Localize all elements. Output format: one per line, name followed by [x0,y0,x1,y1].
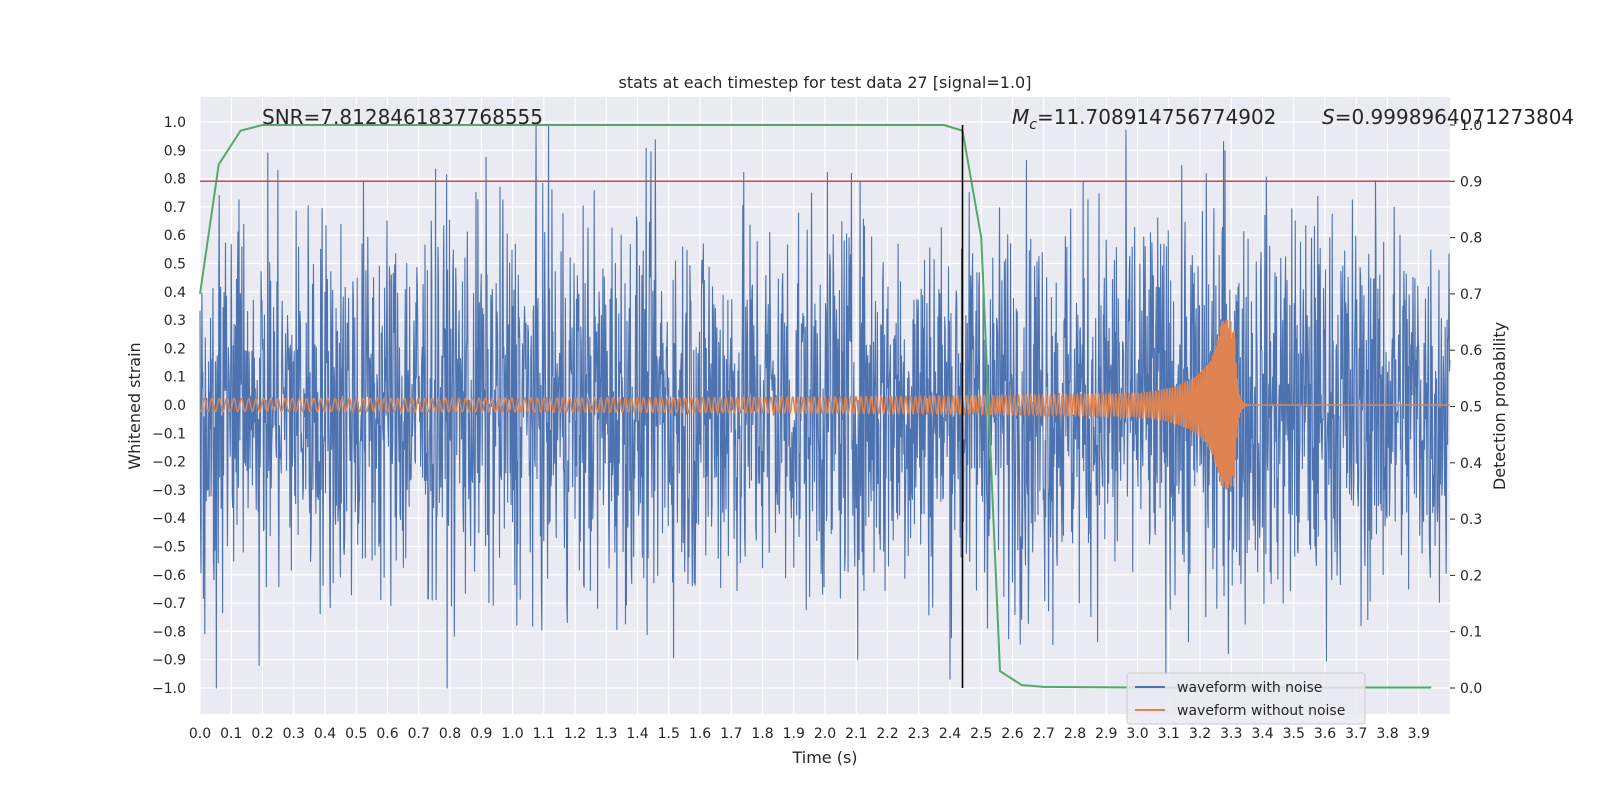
x-tick-label: 1.1 [533,726,555,742]
series-waveform-without-noise [199,320,1450,490]
y-tick-label: −0.7 [152,596,186,612]
overlays [200,125,1450,688]
y2-tick-labels: 0.0 0.1 0.2 0.3 0.4 0.5 0.6 0.7 0.8 0.9 1.0 [1450,118,1482,697]
x-tick-label: 0.1 [220,726,242,742]
y-tick-label: 0.0 [164,398,186,414]
y-tick-label: −0.8 [152,624,186,640]
y-tick-label: −0.3 [152,483,186,499]
y-tick-label: −0.1 [152,426,186,442]
x-tick-label: 0.9 [470,726,492,742]
x-tick-label: 3.1 [1158,726,1180,742]
legend-label-noise: waveform with noise [1177,680,1322,696]
x-tick-label: 0.6 [376,726,398,742]
y2-tick-label: 0.4 [1460,456,1482,472]
x-tick-labels: 0.0 0.1 0.2 0.3 0.4 0.5 0.6 0.7 0.8 0.9 1.0 1.1 1.2 1… [189,726,1430,742]
score-annotation: S=0.9998964071273804 [1322,105,1574,129]
y2-tick-label: 0.5 [1460,400,1482,416]
y-tick-label: 1.0 [164,115,186,131]
x-tick-label: 0.2 [251,726,273,742]
score-symbol: S [1322,105,1335,129]
y2-tick-label: 0.3 [1460,512,1482,528]
y2-tick-label: 0.0 [1460,681,1482,697]
y2-tick-label: 0.8 [1460,231,1482,247]
y-tick-label: 0.9 [164,143,186,159]
series-waveform-with-noise [199,124,1451,689]
x-tick-label: 1.0 [501,726,523,742]
x-tick-label: 2.5 [970,726,992,742]
y-axis-label: Whitened strain [125,342,144,469]
x-tick-label: 2.1 [845,726,867,742]
y-tick-label: 0.4 [164,285,186,301]
x-tick-label: 1.8 [751,726,773,742]
x-tick-label: 1.2 [564,726,586,742]
y2-axis-label: Detection probability [1490,322,1509,490]
x-tick-label: 0.8 [439,726,461,742]
chirp-mass-symbol: M [1012,105,1029,129]
x-tick-label: 3.8 [1376,726,1398,742]
x-tick-label: 0.5 [345,726,367,742]
x-tick-label: 3.3 [1220,726,1242,742]
x-tick-label: 2.6 [1001,726,1023,742]
x-tick-label: 3.5 [1283,726,1305,742]
y-tick-labels: 1.0 0.9 0.8 0.7 0.6 0.5 0.4 0.3 0.2 0.1 0.0 −0.1 −0.… [152,115,186,697]
noisy-waveform-line [199,124,1451,689]
x-tick-label: 3.9 [1408,726,1430,742]
x-tick-label: 2.2 [876,726,898,742]
y-tick-label: 0.8 [164,172,186,188]
y-tick-label: 0.1 [164,370,186,386]
y-tick-label: −1.0 [152,681,186,697]
y-tick-label: 0.7 [164,200,186,216]
x-tick-label: 3.2 [1189,726,1211,742]
y2-tick-label: 0.1 [1460,625,1482,641]
chirp-mass-annotation: Mc=11.708914756774902 [1012,105,1276,133]
x-tick-label: 0.3 [283,726,305,742]
x-axis-label: Time (s) [791,748,857,767]
x-tick-label: 2.9 [1095,726,1117,742]
y2-tick-label: 0.2 [1460,568,1482,584]
y-tick-label: −0.5 [152,540,186,556]
y-tick-label: 0.3 [164,313,186,329]
detection-probability-line [199,124,1432,689]
legend-box [1126,672,1366,725]
x-tick-label: 0.7 [408,726,430,742]
x-tick-label: 1.6 [689,726,711,742]
y-tick-label: −0.9 [152,653,186,669]
y2-tick-label: 0.7 [1460,287,1482,303]
legend: waveform with noise waveform without noi… [1126,672,1366,725]
x-tick-label: 1.3 [595,726,617,742]
x-tick-label: 0.4 [314,726,336,742]
x-tick-label: 2.0 [814,726,836,742]
x-tick-label: 2.7 [1033,726,1055,742]
y-tick-label: 0.5 [164,257,186,273]
x-tick-label: 0.0 [189,726,211,742]
chirp-mass-value: =11.708914756774902 [1037,105,1276,129]
y-tick-label: 0.2 [164,341,186,357]
score-value: =0.9998964071273804 [1335,105,1574,129]
x-tick-label: 1.4 [626,726,648,742]
y2-tick-label: 0.9 [1460,174,1482,190]
x-tick-label: 2.4 [939,726,961,742]
x-tick-label: 1.9 [783,726,805,742]
series-detection-probability [199,124,1432,689]
chirp-mass-subscript: c [1029,117,1037,133]
snr-annotation: SNR=7.8128461837768555 [262,105,543,129]
y-tick-label: 0.6 [164,228,186,244]
y2-tick-label: 0.6 [1460,343,1482,359]
x-tick-label: 2.3 [908,726,930,742]
clean-waveform-line [199,320,1450,490]
x-tick-label: 3.4 [1251,726,1273,742]
x-tick-label: 3.7 [1345,726,1367,742]
x-tick-label: 3.0 [1126,726,1148,742]
x-tick-label: 1.5 [658,726,680,742]
x-tick-label: 2.8 [1064,726,1086,742]
y2-tick-label: 1.0 [1460,118,1482,134]
y-tick-label: −0.4 [152,511,186,527]
y-tick-label: −0.6 [152,568,186,584]
x-tick-label: 3.6 [1314,726,1336,742]
legend-label-clean: waveform without noise [1177,703,1345,719]
chart-title: stats at each timestep for test data 27 … [619,73,1032,92]
x-tick-label: 1.7 [720,726,742,742]
y-tick-label: −0.2 [152,455,186,471]
